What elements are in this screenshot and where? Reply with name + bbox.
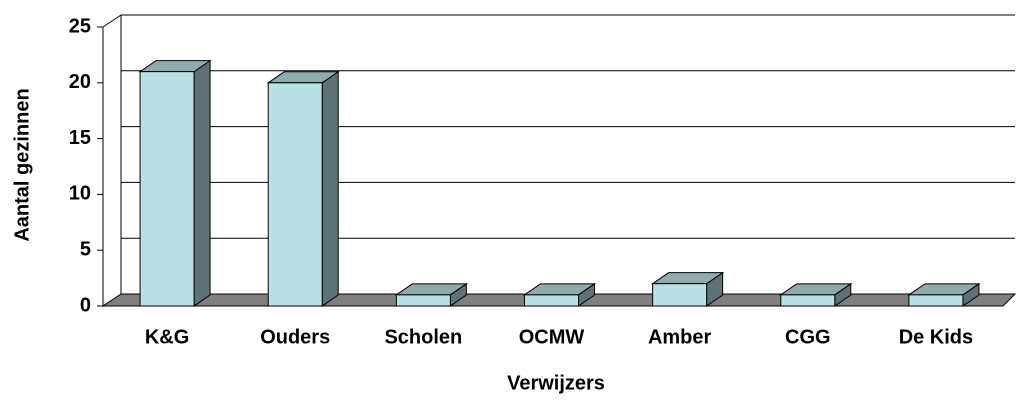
- x-tick-label: Scholen: [384, 326, 462, 348]
- y-tick-label: 5: [80, 238, 91, 260]
- y-tick-label: 10: [69, 183, 91, 205]
- bar-front: [524, 294, 579, 307]
- y-axis-title: Aantal gezinnen: [11, 88, 33, 241]
- bar-front: [139, 71, 195, 307]
- x-tick-label: Amber: [648, 326, 712, 348]
- bar-front: [267, 82, 323, 307]
- y-tick-label: 25: [69, 15, 91, 37]
- y-tick-label: 20: [69, 71, 91, 93]
- bar: [138, 59, 212, 307]
- bar-front: [908, 294, 964, 307]
- bar: [522, 282, 597, 307]
- bar-side: [193, 59, 211, 307]
- top-edge: [102, 14, 122, 28]
- bar: [907, 282, 981, 307]
- bar-front: [652, 283, 708, 307]
- x-tick-label: Ouders: [260, 326, 330, 348]
- x-tick-label: OCMW: [519, 326, 585, 348]
- y-tick-label: 0: [80, 294, 91, 316]
- x-tick-label: CGG: [785, 326, 831, 348]
- x-axis-title: Verwijzers: [507, 372, 605, 394]
- bar: [779, 282, 853, 307]
- bar-side: [321, 70, 339, 307]
- y-tick-label: 15: [69, 127, 91, 149]
- bar: [394, 282, 468, 307]
- x-tick-label: De Kids: [899, 326, 973, 348]
- bar-front: [780, 294, 836, 307]
- bar-front: [395, 294, 451, 307]
- bar: [651, 271, 725, 307]
- x-tick-label: K&G: [145, 326, 189, 348]
- bar: [266, 70, 340, 307]
